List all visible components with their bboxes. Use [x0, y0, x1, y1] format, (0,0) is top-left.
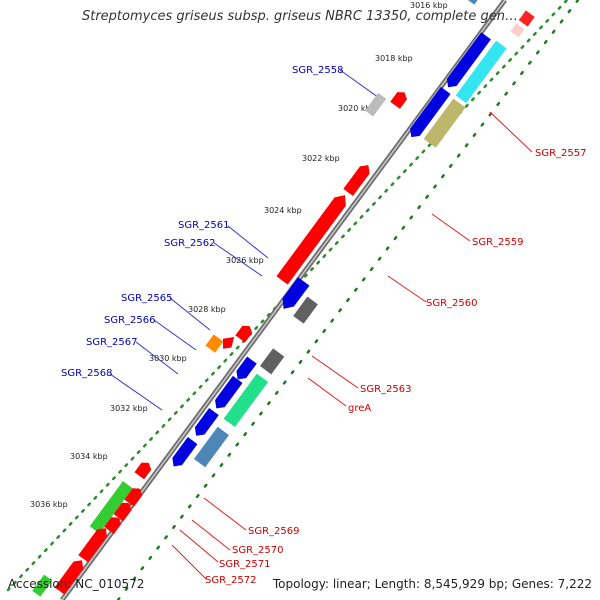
scale-label: 3020 kbp: [338, 104, 376, 113]
gene-block[interactable]: [423, 98, 466, 148]
gene-label-SGR_2571[interactable]: SGR_2571: [219, 559, 271, 570]
scale-label: 3016 kbp: [410, 1, 448, 10]
gene-block[interactable]: [32, 574, 53, 597]
gene-label-SGR_2568[interactable]: SGR_2568: [61, 368, 113, 379]
scale-label: 3028 kbp: [188, 305, 226, 314]
gene-block[interactable]: [193, 426, 229, 468]
gene-block[interactable]: [510, 23, 525, 38]
gene-label-SGR_2557[interactable]: SGR_2557: [535, 148, 587, 159]
gene-arrow[interactable]: [406, 86, 451, 141]
gene-block[interactable]: [89, 481, 133, 534]
scale-label: 3032 kbp: [110, 404, 148, 413]
scale-label: 3018 kbp: [375, 54, 413, 63]
gene-label-SGR_2561[interactable]: SGR_2561: [178, 220, 230, 231]
gene-arrow[interactable]: [169, 437, 198, 470]
left-leader-lines: [109, 69, 383, 411]
gene-arrow[interactable]: [235, 323, 254, 343]
gene-block[interactable]: [455, 40, 507, 104]
gene-arrow[interactable]: [390, 89, 409, 109]
gene-arrow[interactable]: [443, 32, 491, 91]
gene-label-SGR_2562[interactable]: SGR_2562: [164, 238, 216, 249]
gene-arrow[interactable]: [134, 459, 153, 480]
scale-label: 3024 kbp: [264, 206, 302, 215]
gene-arrow[interactable]: [343, 162, 373, 197]
gene-arrow[interactable]: [218, 332, 237, 352]
gene-arrow[interactable]: [113, 500, 134, 522]
scale-label: 3030 kbp: [149, 354, 187, 363]
gene-arrow[interactable]: [276, 191, 350, 285]
accession-label: Accession: NC_010572: [8, 577, 145, 591]
scale-label: 3026 kbp: [226, 256, 264, 265]
gene-block[interactable]: [293, 296, 318, 324]
gene-arrow[interactable]: [54, 557, 87, 595]
gene-label-greA[interactable]: greA: [348, 403, 371, 414]
gene-block[interactable]: [465, 0, 490, 5]
gene-arrow[interactable]: [233, 356, 257, 383]
lower-scale-line: [116, 0, 580, 600]
gene-label-SGR_2567[interactable]: SGR_2567: [86, 337, 138, 348]
gene-block[interactable]: [223, 373, 269, 428]
gene-label-SGR_2563[interactable]: SGR_2563: [360, 384, 412, 395]
gene-block[interactable]: [205, 334, 224, 353]
gene-block[interactable]: [365, 92, 387, 117]
gene-label-SGR_2558[interactable]: SGR_2558: [292, 65, 344, 76]
gene-label-SGR_2569[interactable]: SGR_2569: [248, 526, 300, 537]
gene-label-SGR_2572[interactable]: SGR_2572: [205, 575, 257, 586]
topology-summary: Topology: linear; Length: 8,545,929 bp; …: [272, 577, 592, 591]
page-title: Streptomyces griseus subsp. griseus NBRC…: [81, 9, 519, 24]
scale-label: 3022 kbp: [302, 154, 340, 163]
gene-label-SGR_2560[interactable]: SGR_2560: [426, 298, 478, 309]
gene-arrow[interactable]: [293, 278, 310, 295]
gene-block[interactable]: [518, 10, 535, 27]
scale-label: 3034 kbp: [70, 452, 108, 461]
gene-label-SGR_2570[interactable]: SGR_2570: [232, 545, 284, 556]
gene-arrow[interactable]: [104, 514, 123, 535]
feature-track: [32, 0, 535, 597]
gene-label-SGR_2566[interactable]: SGR_2566: [104, 315, 156, 326]
scale-label: 3036 kbp: [30, 500, 68, 509]
gene-arrow[interactable]: [78, 525, 110, 563]
right-leader-lines: [171, 111, 533, 580]
gene-block[interactable]: [259, 348, 285, 375]
gene-arrow[interactable]: [212, 375, 243, 412]
gene-label-SGR_2565[interactable]: SGR_2565: [121, 293, 173, 304]
gene-arrow[interactable]: [191, 408, 219, 439]
gene-arrow[interactable]: [124, 485, 144, 507]
gene-label-SGR_2559[interactable]: SGR_2559: [472, 237, 524, 248]
